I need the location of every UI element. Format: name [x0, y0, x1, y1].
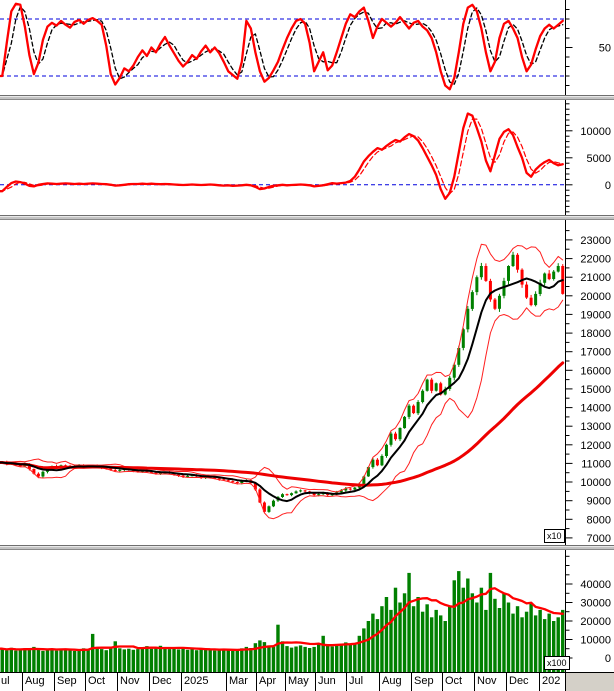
time-axis-tick — [256, 673, 257, 691]
time-axis-label: Jun — [318, 675, 336, 687]
price-plot[interactable]: 7000 8000 9000 10000 11000 12000 13000 14000 150… — [0, 220, 614, 545]
time-axis-label: Apr — [259, 675, 277, 687]
time-axis-tick — [117, 673, 118, 691]
y-tick-label: 17000 — [580, 347, 611, 359]
volume-plot[interactable]: 0 10000 20000 30000 40000 — [0, 550, 614, 672]
y-tick-label: 10000 — [580, 126, 611, 138]
time-axis-label: Oct — [445, 675, 463, 687]
time-axis-tick — [379, 673, 380, 691]
stochastic-oscillator-y-axis: 50 — [565, 0, 611, 95]
y-tick-label: 19000 — [580, 309, 611, 321]
y-tick-label: 0 — [605, 180, 611, 192]
time-axis-label: Dec — [152, 675, 172, 687]
panel-divider[interactable] — [0, 215, 614, 220]
price-scale-unit: x10 — [544, 529, 565, 543]
panel-stochastic: 50 — [0, 0, 614, 95]
time-axis-label: Mar — [229, 675, 248, 687]
time-axis-label: Nov — [477, 675, 497, 687]
y-tick-label: 9000 — [587, 496, 611, 508]
time-axis-tick — [474, 673, 475, 691]
time-axis-label: Oct — [88, 675, 106, 687]
momentum-y-axis: 0 5000 10000 — [565, 100, 611, 215]
panel-divider[interactable] — [0, 545, 614, 550]
time-axis-label: Sep — [414, 675, 434, 687]
y-tick-label: 12000 — [580, 440, 611, 452]
y-tick-label: 10000 — [580, 635, 611, 647]
panel-divider[interactable] — [0, 95, 614, 100]
y-tick-label: 13000 — [580, 421, 611, 433]
y-tick-label: 7000 — [587, 533, 611, 545]
time-axis-label: 2025 — [184, 675, 209, 687]
time-axis-label: 202 — [542, 675, 561, 687]
time-axis-tick — [315, 673, 316, 691]
time-axis-tick — [85, 673, 86, 691]
time-axis-label: Sep — [57, 675, 77, 687]
y-tick-label: 0 — [605, 653, 611, 665]
time-axis-tick — [411, 673, 412, 691]
y-tick-label: 5000 — [587, 153, 611, 165]
time-axis-tick — [226, 673, 227, 691]
y-tick-label: 22000 — [580, 254, 611, 266]
stochastic-plot[interactable]: 50 — [0, 0, 614, 95]
time-axis-label: May — [288, 675, 309, 687]
panel-price: 7000 8000 9000 10000 11000 12000 13000 14000 150… — [0, 220, 614, 545]
y-tick-label: 15000 — [580, 384, 611, 396]
time-axis-right-filler — [565, 673, 614, 691]
y-tick-label: 21000 — [580, 272, 611, 284]
time-axis-tick — [181, 673, 182, 691]
time-axis-tick — [285, 673, 286, 691]
time-axis-tick — [22, 673, 23, 691]
time-axis-label: Aug — [382, 675, 402, 687]
time-axis-label: Aug — [25, 675, 45, 687]
y-tick-label: 10000 — [580, 477, 611, 489]
time-axis-label: ul — [1, 675, 10, 687]
time-axis-tick — [442, 673, 443, 691]
time-axis-tick — [149, 673, 150, 691]
y-tick-label: 40000 — [580, 579, 611, 591]
y-tick-label: 50 — [599, 43, 611, 55]
y-tick-label: 18000 — [580, 328, 611, 340]
y-tick-label: 20000 — [580, 616, 611, 628]
time-axis-tick — [506, 673, 507, 691]
time-axis: ul Aug Sep Oct Nov Dec 2025 Mar Apr May Jun Jul Aug S… — [0, 672, 614, 691]
time-axis-tick — [539, 673, 540, 691]
volume-scale-unit: x100 — [544, 656, 570, 670]
panel-volume: 0 10000 20000 30000 40000 — [0, 550, 614, 672]
y-tick-label: 16000 — [580, 365, 611, 377]
y-tick-label: 11000 — [581, 458, 611, 470]
y-tick-label: 14000 — [580, 403, 611, 415]
y-tick-label: 8000 — [587, 514, 611, 526]
time-axis-tick — [54, 673, 55, 691]
time-axis-tick — [346, 673, 347, 691]
panel-momentum: 0 5000 10000 — [0, 100, 614, 215]
time-axis-label: Jul — [349, 675, 364, 687]
y-tick-label: 20000 — [580, 291, 611, 303]
y-tick-label: 30000 — [580, 598, 611, 610]
time-axis-label: Dec — [509, 675, 529, 687]
y-tick-label: 23000 — [580, 235, 611, 247]
time-axis-label: Nov — [120, 675, 140, 687]
momentum-plot[interactable]: 0 5000 10000 — [0, 100, 614, 215]
volume-y-axis: 0 10000 20000 30000 40000 — [565, 550, 611, 672]
price-candles-y-axis: 7000 8000 9000 10000 11000 12000 13000 14000 150… — [565, 220, 611, 545]
